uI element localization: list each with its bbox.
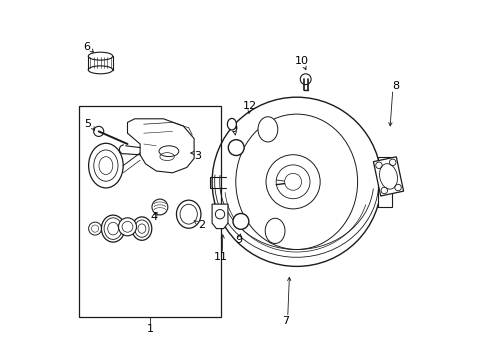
- Text: 1: 1: [146, 324, 153, 334]
- Ellipse shape: [101, 215, 124, 242]
- Ellipse shape: [264, 218, 285, 243]
- Text: 3: 3: [194, 150, 201, 161]
- Ellipse shape: [258, 117, 277, 142]
- Text: 12: 12: [243, 101, 256, 111]
- Circle shape: [118, 218, 136, 236]
- Text: 9: 9: [235, 235, 242, 245]
- Polygon shape: [377, 157, 399, 207]
- Ellipse shape: [132, 217, 151, 240]
- Text: 11: 11: [214, 252, 227, 262]
- Text: 6: 6: [83, 42, 90, 52]
- Text: 10: 10: [294, 56, 308, 66]
- Ellipse shape: [88, 143, 123, 188]
- Text: 7: 7: [282, 316, 289, 326]
- Text: 5: 5: [84, 119, 91, 129]
- Text: 2: 2: [197, 220, 204, 230]
- Bar: [79, 106, 221, 317]
- Text: 9: 9: [230, 124, 237, 134]
- Polygon shape: [127, 119, 194, 173]
- Polygon shape: [212, 204, 227, 229]
- Polygon shape: [373, 157, 403, 196]
- Circle shape: [152, 199, 167, 215]
- Circle shape: [232, 213, 248, 229]
- Circle shape: [228, 140, 244, 156]
- Circle shape: [212, 97, 381, 266]
- Text: 8: 8: [391, 81, 398, 91]
- Ellipse shape: [176, 200, 201, 228]
- Ellipse shape: [227, 118, 236, 130]
- Text: 4: 4: [150, 212, 157, 222]
